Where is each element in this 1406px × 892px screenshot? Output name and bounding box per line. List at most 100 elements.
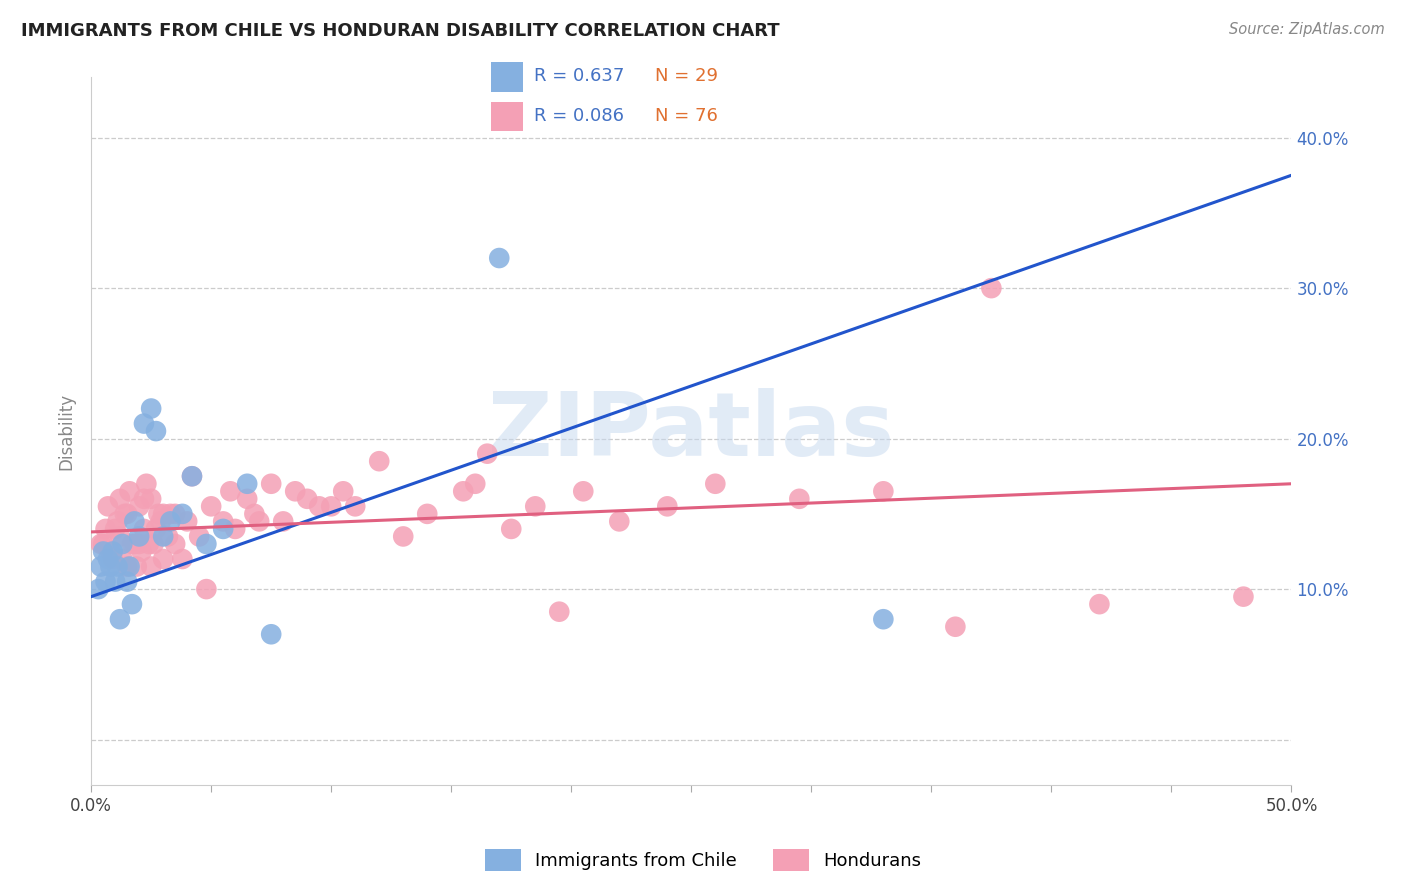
Point	[416, 507, 439, 521]
Point	[165, 507, 187, 521]
Point	[104, 522, 127, 536]
Point	[200, 500, 222, 514]
Point	[114, 507, 136, 521]
Point	[308, 500, 330, 514]
Point	[872, 612, 894, 626]
Point	[124, 515, 146, 529]
Point	[121, 597, 143, 611]
Point	[132, 417, 155, 431]
Point	[98, 559, 121, 574]
Point	[148, 507, 170, 521]
Point	[101, 552, 124, 566]
Point	[212, 515, 235, 529]
Point	[247, 515, 270, 529]
Point	[344, 500, 367, 514]
Point	[176, 515, 198, 529]
Point	[260, 476, 283, 491]
Point	[464, 476, 486, 491]
Point	[115, 559, 138, 574]
Point	[224, 522, 246, 536]
Point	[172, 507, 194, 521]
Point	[141, 559, 163, 574]
Point	[108, 491, 131, 506]
Point	[236, 476, 259, 491]
Point	[142, 537, 165, 551]
Point	[91, 544, 114, 558]
Point	[98, 544, 121, 558]
Point	[524, 500, 547, 514]
Point	[97, 552, 120, 566]
Point	[1088, 597, 1111, 611]
Point	[243, 507, 266, 521]
Point	[451, 484, 474, 499]
Text: R = 0.637: R = 0.637	[534, 68, 624, 86]
Point	[212, 522, 235, 536]
Point	[125, 559, 148, 574]
Point	[91, 537, 114, 551]
Point	[181, 469, 204, 483]
Point	[87, 582, 110, 596]
Point	[94, 522, 117, 536]
FancyBboxPatch shape	[491, 62, 523, 92]
Point	[138, 537, 160, 551]
Point	[108, 529, 131, 543]
Point	[132, 522, 155, 536]
Point	[118, 559, 141, 574]
Point	[97, 500, 120, 514]
Point	[152, 552, 174, 566]
Text: IMMIGRANTS FROM CHILE VS HONDURAN DISABILITY CORRELATION CHART: IMMIGRANTS FROM CHILE VS HONDURAN DISABI…	[21, 22, 780, 40]
Point	[159, 507, 181, 521]
Text: ZIPatlas: ZIPatlas	[488, 388, 894, 475]
Point	[195, 582, 218, 596]
Point	[219, 484, 242, 499]
Point	[107, 559, 129, 574]
Y-axis label: Disability: Disability	[58, 392, 75, 470]
Point	[501, 522, 523, 536]
Point	[172, 552, 194, 566]
Point	[165, 537, 187, 551]
Point	[368, 454, 391, 468]
Legend: Immigrants from Chile, Hondurans: Immigrants from Chile, Hondurans	[477, 842, 929, 879]
Point	[392, 529, 415, 543]
Point	[789, 491, 811, 506]
Point	[295, 491, 318, 506]
Point	[124, 537, 146, 551]
Point	[132, 491, 155, 506]
Point	[477, 447, 499, 461]
Point	[260, 627, 283, 641]
Text: N = 76: N = 76	[655, 107, 718, 125]
Point	[159, 515, 181, 529]
Point	[271, 515, 294, 529]
Point	[90, 537, 112, 551]
Point	[149, 515, 172, 529]
Point	[156, 529, 179, 543]
Text: R = 0.086: R = 0.086	[534, 107, 624, 125]
Point	[111, 552, 134, 566]
Point	[704, 476, 727, 491]
Text: Source: ZipAtlas.com: Source: ZipAtlas.com	[1229, 22, 1385, 37]
Point	[128, 529, 150, 543]
Point	[657, 500, 679, 514]
Point	[181, 469, 204, 483]
Point	[111, 537, 134, 551]
Point	[980, 281, 1002, 295]
Point	[141, 491, 163, 506]
Point	[195, 537, 218, 551]
Point	[141, 401, 163, 416]
Point	[118, 484, 141, 499]
Point	[145, 522, 167, 536]
Point	[115, 574, 138, 589]
Point	[121, 537, 143, 551]
Point	[488, 251, 510, 265]
Point	[131, 544, 153, 558]
Point	[332, 484, 354, 499]
Point	[188, 529, 211, 543]
Point	[1232, 590, 1254, 604]
FancyBboxPatch shape	[491, 102, 523, 131]
Text: N = 29: N = 29	[655, 68, 718, 86]
Point	[236, 491, 259, 506]
Point	[90, 559, 112, 574]
Point	[548, 605, 571, 619]
Point	[128, 537, 150, 551]
Point	[321, 500, 343, 514]
